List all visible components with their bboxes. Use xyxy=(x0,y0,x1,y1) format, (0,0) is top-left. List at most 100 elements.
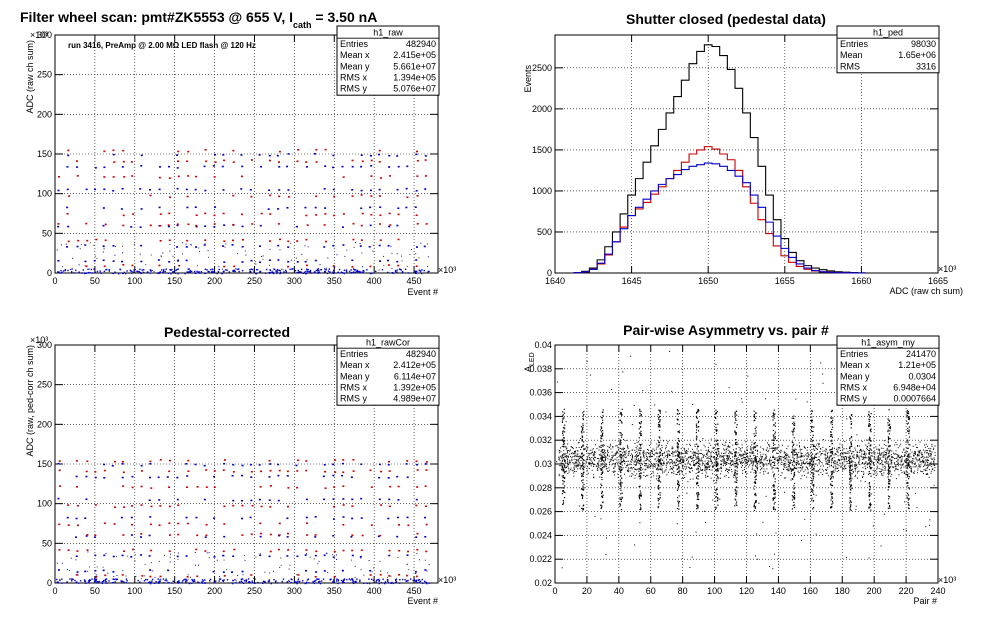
data-point xyxy=(728,476,730,478)
data-point xyxy=(388,549,391,552)
spike-point xyxy=(563,477,566,479)
data-point xyxy=(646,458,648,460)
data-point xyxy=(728,468,730,470)
data-point xyxy=(597,463,599,465)
data-point xyxy=(682,465,684,467)
data-point xyxy=(930,455,932,457)
data-point xyxy=(74,579,76,582)
data-point xyxy=(831,441,833,443)
data-point xyxy=(148,476,151,479)
data-point xyxy=(578,446,580,448)
data-point xyxy=(697,453,699,455)
data-point xyxy=(771,466,773,468)
data-point xyxy=(567,443,569,445)
data-point xyxy=(773,463,775,465)
data-point xyxy=(832,467,834,469)
data-point xyxy=(698,463,700,465)
data-point xyxy=(784,452,786,454)
spike-point xyxy=(676,489,679,491)
data-point xyxy=(829,465,831,467)
data-point xyxy=(896,468,898,470)
data-point xyxy=(844,451,846,453)
spike-point xyxy=(659,426,661,428)
data-point xyxy=(751,453,753,455)
data-point xyxy=(849,456,851,458)
data-point xyxy=(378,476,381,479)
data-point xyxy=(876,467,878,469)
data-point xyxy=(582,472,584,474)
data-point xyxy=(59,579,61,582)
spike-point xyxy=(620,498,623,501)
data-point xyxy=(211,271,214,274)
data-point xyxy=(714,461,716,463)
data-point xyxy=(690,451,692,453)
data-point xyxy=(640,467,642,469)
data-point xyxy=(167,225,170,228)
spike-point xyxy=(620,413,622,415)
data-point xyxy=(756,462,758,464)
spike-point xyxy=(619,431,621,434)
data-point xyxy=(558,452,560,454)
data-point xyxy=(686,467,688,469)
data-point xyxy=(163,582,165,584)
data-point xyxy=(91,578,93,580)
data-point xyxy=(894,465,896,467)
data-point xyxy=(733,461,735,463)
data-point xyxy=(794,448,796,450)
data-point xyxy=(139,268,141,271)
data-point xyxy=(850,465,852,467)
data-point xyxy=(716,462,718,464)
data-point xyxy=(318,560,320,562)
data-point xyxy=(140,536,143,538)
data-point xyxy=(737,456,739,458)
data-point xyxy=(635,469,637,471)
data-point xyxy=(912,445,914,447)
data-point xyxy=(168,239,171,242)
spike-point xyxy=(563,470,565,472)
data-point xyxy=(843,461,845,463)
data-point xyxy=(304,206,307,209)
spike-point xyxy=(602,448,604,451)
data-point xyxy=(222,270,225,273)
data-point xyxy=(423,269,425,272)
data-point xyxy=(650,442,652,444)
data-point xyxy=(622,467,624,469)
data-point xyxy=(760,454,762,456)
data-point xyxy=(839,447,841,449)
spike-point xyxy=(715,429,717,431)
data-point xyxy=(286,517,289,520)
data-point xyxy=(638,462,640,464)
data-point xyxy=(691,452,693,454)
data-point xyxy=(913,454,915,456)
data-point xyxy=(586,457,588,459)
data-point xyxy=(932,468,934,470)
data-point xyxy=(224,269,227,271)
data-point xyxy=(800,478,802,480)
spike-point xyxy=(582,424,584,427)
data-point xyxy=(75,559,77,561)
spike-point xyxy=(678,439,680,442)
data-point xyxy=(415,580,418,583)
x-axis-label-rawcor: Event # xyxy=(407,596,438,606)
data-point xyxy=(114,245,116,247)
data-point xyxy=(406,554,409,556)
spike-point xyxy=(639,453,641,455)
data-point xyxy=(934,467,936,469)
data-point xyxy=(660,460,662,462)
data-point xyxy=(707,466,709,468)
data-point xyxy=(582,455,584,457)
spike-point xyxy=(600,473,602,476)
y-tick-label: 2500 xyxy=(532,63,552,73)
data-point xyxy=(341,271,344,274)
data-point xyxy=(637,441,639,443)
data-point xyxy=(716,470,718,472)
spike-point xyxy=(619,498,621,501)
spike-point xyxy=(658,468,660,470)
data-point xyxy=(834,460,836,462)
spike-point xyxy=(563,417,565,419)
spike-point xyxy=(639,410,641,412)
data-point xyxy=(631,467,633,469)
data-point xyxy=(121,476,124,479)
x-tick-label: 40 xyxy=(614,586,624,596)
